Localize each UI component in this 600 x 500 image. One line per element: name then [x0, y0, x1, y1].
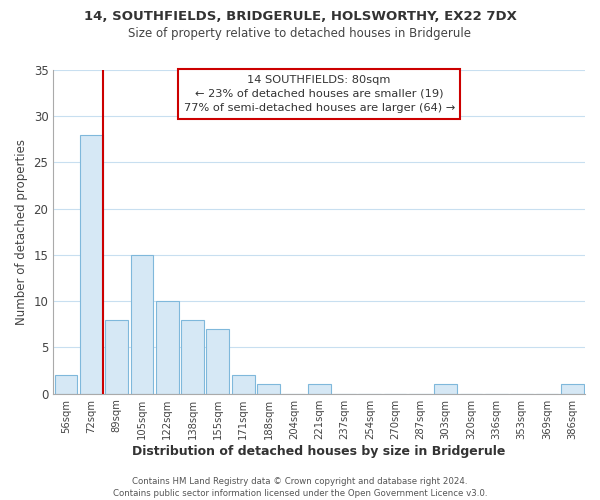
Bar: [257, 384, 280, 394]
Y-axis label: Number of detached properties: Number of detached properties: [15, 139, 28, 325]
Text: Size of property relative to detached houses in Bridgerule: Size of property relative to detached ho…: [128, 28, 472, 40]
Bar: [181, 320, 204, 394]
Bar: [105, 320, 128, 394]
Bar: [561, 384, 584, 394]
Text: 14 SOUTHFIELDS: 80sqm
← 23% of detached houses are smaller (19)
77% of semi-deta: 14 SOUTHFIELDS: 80sqm ← 23% of detached …: [184, 75, 455, 113]
Bar: [80, 134, 103, 394]
Bar: [131, 255, 154, 394]
X-axis label: Distribution of detached houses by size in Bridgerule: Distribution of detached houses by size …: [133, 444, 506, 458]
Text: Contains HM Land Registry data © Crown copyright and database right 2024.
Contai: Contains HM Land Registry data © Crown c…: [113, 476, 487, 498]
Text: 14, SOUTHFIELDS, BRIDGERULE, HOLSWORTHY, EX22 7DX: 14, SOUTHFIELDS, BRIDGERULE, HOLSWORTHY,…: [83, 10, 517, 23]
Bar: [206, 329, 229, 394]
Bar: [308, 384, 331, 394]
Bar: [434, 384, 457, 394]
Bar: [232, 375, 254, 394]
Bar: [156, 301, 179, 394]
Bar: [55, 375, 77, 394]
